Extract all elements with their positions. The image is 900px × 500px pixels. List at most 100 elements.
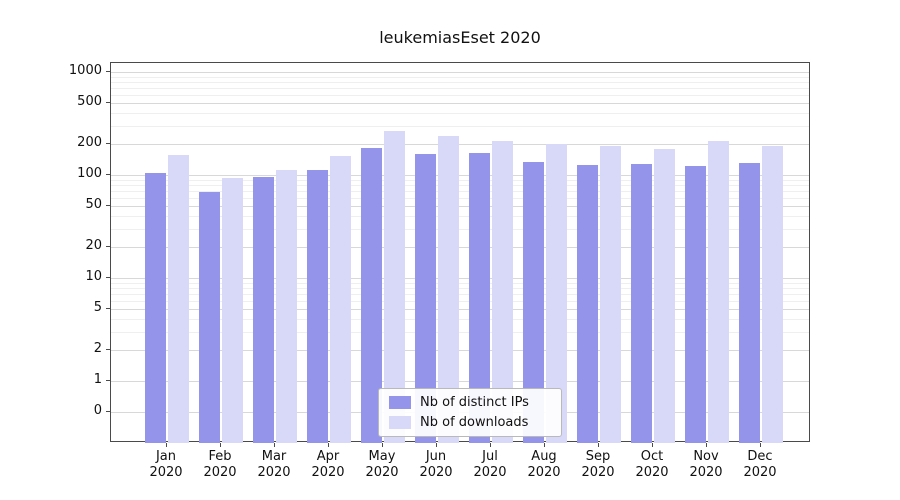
minor-gridline-8 [111, 287, 809, 289]
bar-distinct-ips-jun-2020 [415, 153, 436, 443]
x-tick-feb [220, 443, 221, 447]
x-tick-label-dec: Dec 2020 [730, 449, 790, 481]
x-tick-label-may: May 2020 [352, 449, 412, 481]
minor-gridline-6 [111, 300, 809, 302]
x-tick-label-line: 2020 [527, 465, 561, 480]
bar-distinct-ips-nov-2020 [685, 166, 706, 443]
gridline-1 [111, 381, 809, 382]
x-tick-label-line: Feb [208, 449, 232, 464]
x-tick-aug [544, 443, 545, 447]
y-tick-label-0: 0 [93, 403, 102, 418]
y-tick-label-100: 100 [77, 166, 102, 181]
legend-swatch-distinct-ips [389, 396, 411, 409]
y-tick-10 [106, 277, 110, 278]
bar-distinct-ips-dec-2020 [739, 163, 760, 443]
x-tick-label-apr: Apr 2020 [298, 449, 358, 481]
gridline-5 [111, 309, 809, 310]
bar-downloads-oct-2020 [654, 149, 675, 443]
y-tick-label-50: 50 [85, 197, 102, 212]
plot-area [110, 62, 810, 443]
minor-gridline-70 [111, 190, 809, 192]
bar-distinct-ips-jan-2020 [145, 172, 166, 443]
x-tick-label-mar: Mar 2020 [244, 449, 304, 481]
y-tick-label-2: 2 [93, 340, 102, 356]
bar-downloads-apr-2020 [330, 156, 351, 443]
y-tick-100 [106, 174, 110, 175]
y-tick-1000 [106, 71, 110, 72]
legend-swatch-downloads [389, 416, 411, 429]
x-tick-jan [166, 443, 167, 447]
x-tick-label-line: 2020 [689, 465, 723, 480]
x-tick-oct [652, 443, 653, 447]
gridline-50 [111, 206, 809, 207]
y-tick-20 [106, 245, 110, 247]
x-tick-label-line: 2020 [311, 465, 345, 480]
y-tick-50 [106, 205, 110, 206]
bar-downloads-feb-2020 [222, 178, 243, 443]
minor-gridline-30 [111, 228, 809, 230]
x-tick-may [382, 443, 383, 447]
legend-label-downloads: Nb of downloads [420, 415, 529, 430]
x-tick-label-line: 2020 [581, 465, 615, 480]
minor-gridline-300 [111, 125, 809, 127]
y-tick-label-5: 5 [93, 300, 102, 315]
legend-item-downloads: Nb of downloads [389, 415, 551, 430]
y-tick-label-1: 1 [93, 372, 102, 387]
x-tick-label-line: 2020 [257, 465, 291, 480]
x-tick-label-line: Jul [482, 449, 498, 464]
minor-gridline-7 [111, 293, 809, 295]
x-tick-label-oct: Oct 2020 [622, 449, 682, 481]
legend: Nb of distinct IPs Nb of downloads [378, 388, 562, 437]
y-tick-label-200: 200 [77, 134, 102, 150]
bar-distinct-ips-may-2020 [361, 147, 382, 443]
gridline-1000 [111, 72, 809, 73]
y-tick-label-500: 500 [77, 94, 102, 109]
x-tick-label-line: Dec [747, 449, 773, 464]
x-tick-label-jul: Jul 2020 [460, 449, 520, 481]
gridline-100 [111, 175, 809, 176]
minor-gridline-80 [111, 184, 809, 186]
bar-distinct-ips-jul-2020 [469, 153, 490, 443]
y-tick-2 [106, 348, 110, 350]
y-tick-5 [106, 308, 110, 309]
bar-distinct-ips-apr-2020 [307, 169, 328, 443]
x-tick-label-line: Apr [316, 449, 340, 464]
y-tick-1 [106, 380, 110, 381]
bar-distinct-ips-sep-2020 [577, 165, 598, 443]
gridline-10 [111, 278, 809, 279]
gridline-500 [111, 103, 809, 104]
x-tick-label-line: May [368, 449, 396, 464]
minor-gridline-40 [111, 215, 809, 217]
y-tick-label-10: 10 [85, 269, 102, 284]
minor-gridline-400 [111, 112, 809, 114]
x-tick-label-line: Sep [585, 449, 611, 464]
x-tick-label-line: Oct [640, 449, 664, 464]
y-tick-label-1000: 1000 [68, 63, 102, 78]
y-tick-label-20: 20 [85, 237, 102, 253]
bar-downloads-sep-2020 [600, 145, 621, 443]
minor-gridline-4 [111, 318, 809, 320]
x-tick-label-line: 2020 [473, 465, 507, 480]
gridline-20 [111, 246, 809, 248]
minor-gridline-90 [111, 179, 809, 181]
x-tick-label-jun: Jun 2020 [406, 449, 466, 481]
bar-downloads-jul-2020 [492, 141, 513, 443]
gridline-2 [111, 349, 809, 351]
x-tick-dec [760, 443, 761, 447]
minor-gridline-800 [111, 81, 809, 83]
bar-downloads-dec-2020 [762, 145, 783, 443]
x-tick-label-jan: Jan 2020 [136, 449, 196, 481]
x-tick-label-feb: Feb 2020 [190, 449, 250, 481]
minor-gridline-60 [111, 197, 809, 199]
y-tick-200 [106, 142, 110, 144]
x-tick-label-line: 2020 [203, 465, 237, 480]
y-tick-500 [106, 102, 110, 103]
legend-label-distinct-ips: Nb of distinct IPs [420, 395, 529, 410]
x-tick-label-line: 2020 [743, 465, 777, 480]
bar-distinct-ips-feb-2020 [199, 192, 220, 443]
x-tick-label-line: 2020 [419, 465, 453, 480]
bar-downloads-jan-2020 [168, 155, 189, 443]
x-tick-label-line: 2020 [149, 465, 183, 480]
minor-gridline-900 [111, 76, 809, 78]
y-tick-0 [106, 411, 110, 412]
